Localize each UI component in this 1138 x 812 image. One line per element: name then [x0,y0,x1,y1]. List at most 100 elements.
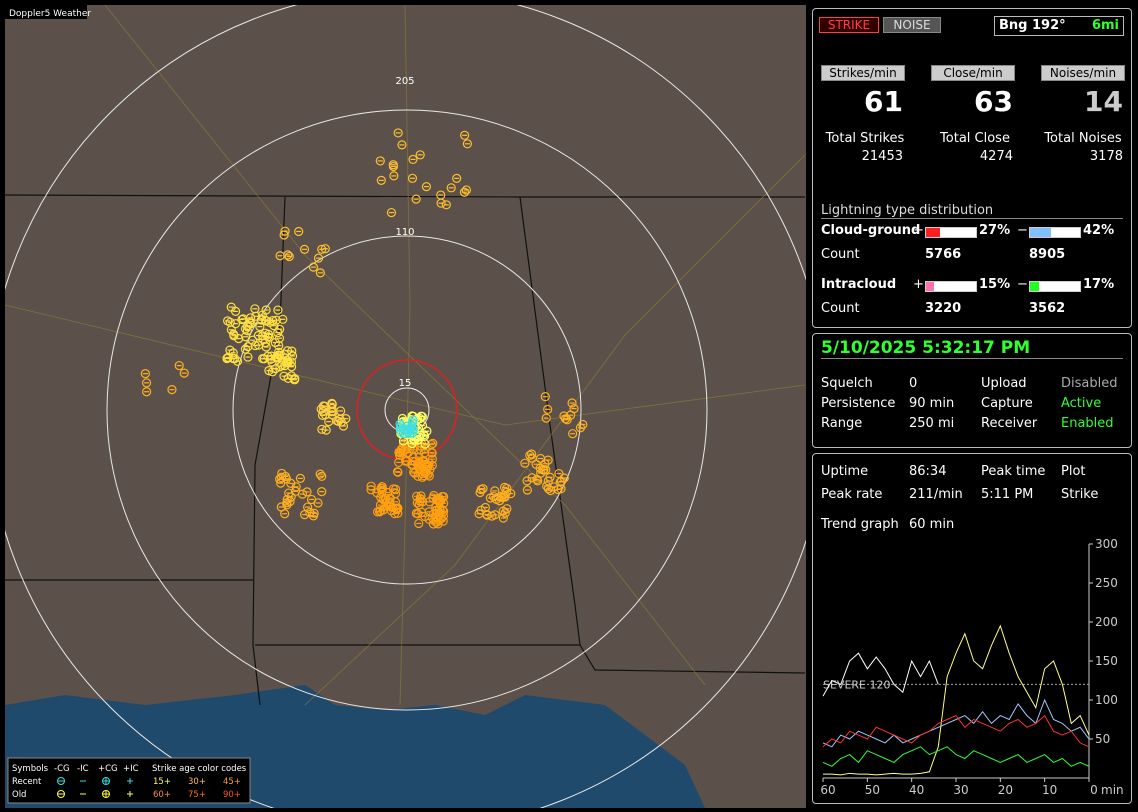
stat-value: 211/min [909,487,963,502]
strike-symbol [280,509,290,519]
strike-symbol [234,334,244,344]
strike-symbol [273,350,284,360]
strike-symbol [275,324,285,334]
strike-symbol [525,450,535,460]
strike-symbol [389,171,399,181]
strike-symbol [408,428,418,438]
rate-label: Noises/min [1041,65,1125,81]
strike-symbol [417,497,428,507]
strike-symbol [385,493,395,503]
noise-button[interactable]: NOISE [883,17,941,33]
strike-symbol [559,411,569,421]
rate-value: 61 [864,85,903,118]
distribution-label: Cloud-ground [821,223,921,238]
sign: − [1017,223,1028,238]
strike-symbol [462,139,472,149]
strike-symbol [141,378,152,388]
strike-symbol [278,314,288,324]
strike-symbol [411,194,421,204]
strike-symbol [382,487,393,498]
strike-symbol [396,421,406,431]
map-land [5,5,806,808]
strike-symbol [372,488,382,498]
strike-symbol [275,362,285,372]
range-rings [5,5,806,808]
range-label: 205 [395,76,414,87]
strike-symbol [490,486,500,496]
strike-symbol [263,329,274,340]
strike-symbol [276,478,286,488]
strike-symbol [179,368,189,378]
bar [926,228,940,237]
strike-symbol [543,404,553,414]
strike-symbol [257,310,268,320]
strike-symbol [408,415,418,425]
strike-symbol [240,344,251,354]
strike-symbol [317,471,327,481]
setting-label: Range [821,416,863,431]
total-value: 21453 [861,149,903,164]
rate-value: 63 [974,85,1013,118]
strike-symbol [237,314,247,325]
percent: 17% [1083,277,1115,292]
total-value: 3178 [1089,149,1123,164]
setting-value: Disabled [1061,376,1118,391]
legend-header: Symbols [12,764,49,774]
strike-symbol [377,486,387,496]
distribution-title: Lightning type distribution [821,203,1123,219]
bearing-box: Bng 192° 6mi [994,16,1124,36]
count: 8905 [1029,247,1066,262]
y-tick-label: 150 [1095,654,1118,668]
range-label: 110 [395,227,414,238]
strike-symbol [424,497,435,507]
y-tick-label: 200 [1095,615,1118,629]
strike-symbol [283,356,293,366]
strike-symbol [315,268,325,278]
setting-label: Squelch [821,376,873,391]
strike-symbol [270,337,280,348]
strike-symbol [317,486,327,497]
legend-header: +IC [123,764,139,774]
trend-line [822,652,939,697]
distribution-label: Intracloud [821,277,897,292]
setting-value: 0 [909,376,918,391]
strike-symbol [403,427,413,437]
legend: Symbols -CG -IC +CG +IC Strike age color… [7,757,251,804]
strike-symbol [446,183,456,193]
strike-symbol [321,425,331,435]
trend-line [822,698,1090,748]
sign: − [1017,277,1028,292]
strike-symbol [377,482,387,492]
legend-row: Old [12,790,26,800]
percent: 42% [1083,223,1115,238]
stat-value: Strike [1061,487,1099,502]
strike-symbol [240,324,251,334]
x-tick-label: 0 [1090,783,1098,797]
strike-symbol [426,440,436,450]
strike-symbol [567,398,577,408]
strike-symbol [498,513,508,523]
setting-value: 250 mi [909,416,955,431]
strike-symbol [302,487,312,497]
strike-symbol [522,476,532,486]
strike-button[interactable]: STRIKE [819,17,879,33]
strike-symbol [396,425,406,436]
strike-symbol [279,230,289,240]
strike-symbol [436,198,446,208]
strike-symbol [273,305,283,315]
strike-symbol [308,511,319,521]
strike-symbol [255,322,265,332]
strike-symbol [318,401,329,411]
strike-symbol [317,244,327,254]
legend-age: 30+ [188,777,206,787]
legend-header: Strike age color codes [152,764,247,774]
count-label: Count [821,301,860,316]
setting-label: Capture [981,396,1033,411]
count: 5766 [925,247,962,262]
strike-symbol [291,482,301,492]
strike-symbol [225,345,235,355]
strike-symbol [282,346,293,356]
strike-symbol [294,226,304,237]
